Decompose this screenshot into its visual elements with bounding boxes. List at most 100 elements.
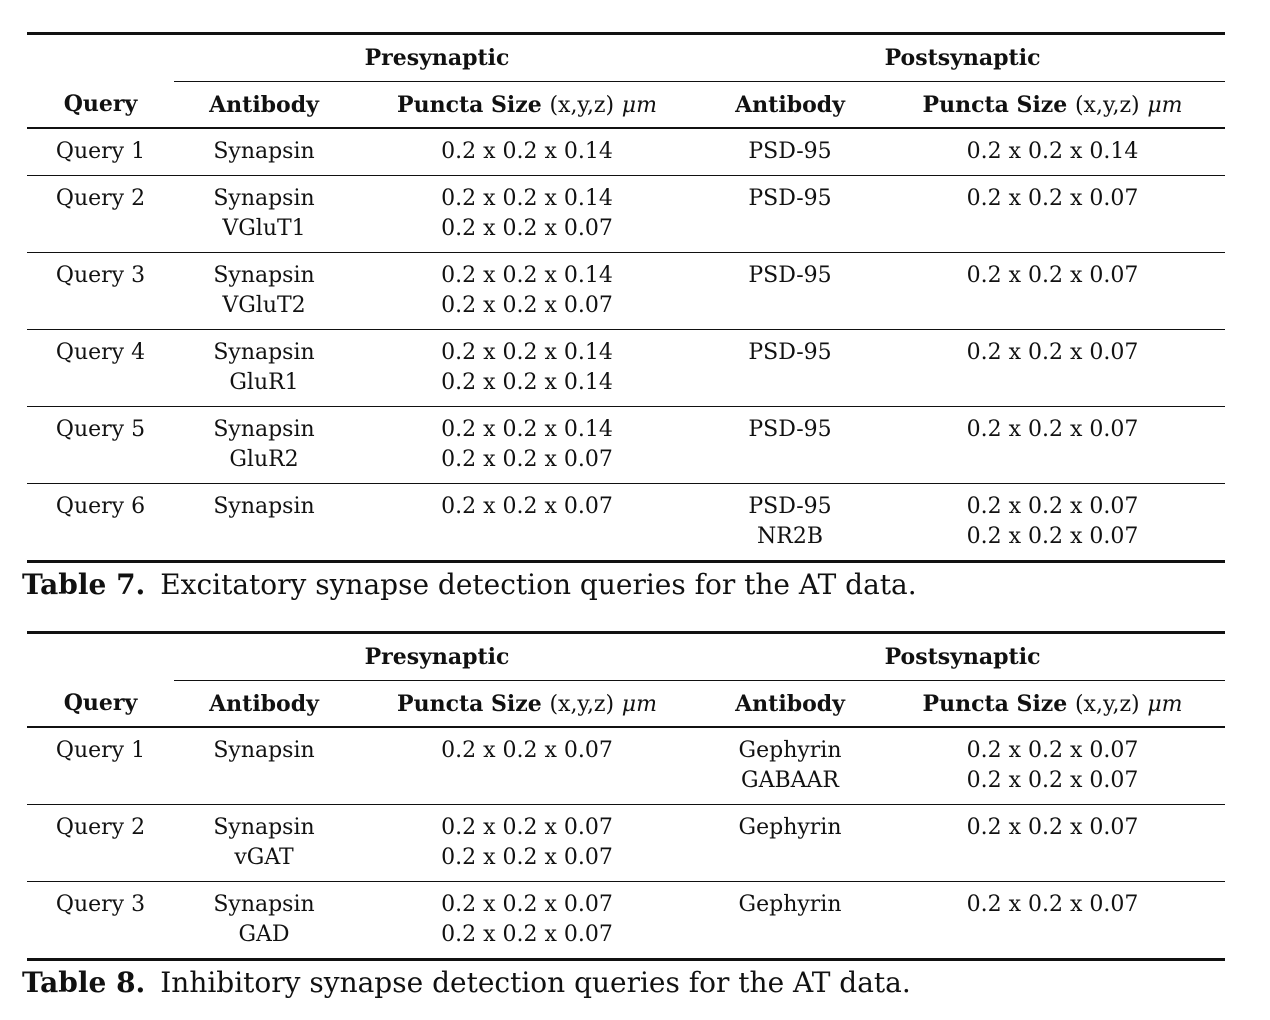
row-pre-antibody-line: Synapsin: [213, 340, 315, 365]
row-pre-puncta-size-line: 0.2 x 0.2 x 0.07: [441, 216, 613, 241]
row-pre-antibody: Synapsin: [174, 727, 354, 805]
row-pre-puncta-size: 0.2 x 0.2 x 0.14: [354, 128, 701, 176]
row-pre-puncta-size: 0.2 x 0.2 x 0.14 0.2 x 0.2 x 0.14: [354, 329, 701, 407]
puncta-size-label: Puncta Size: [922, 690, 1068, 717]
puncta-size-unit: μm: [1147, 92, 1183, 118]
row-query: Query 6: [27, 483, 174, 563]
row-pre-antibody: Synapsin VGluT1: [174, 175, 354, 253]
row-post-antibody-line: PSD-95: [748, 417, 832, 442]
table-row: Query 3 Synapsin GAD 0.2 x 0.2 x 0.07 0.2 x …: [27, 881, 1226, 961]
row-pre-antibody: Synapsin GluR2: [174, 406, 354, 484]
row-pre-puncta-size: 0.2 x 0.2 x 0.07: [354, 483, 701, 563]
column-header-post-puncta-size: Puncta Size (x,y,z) μm: [880, 680, 1226, 728]
group-header-row: Presynaptic Postsynaptic: [27, 631, 1226, 681]
group-header-row: Presynaptic Postsynaptic: [27, 32, 1226, 82]
row-pre-antibody: Synapsin VGluT2: [174, 252, 354, 330]
row-post-puncta-size-line: 0.2 x 0.2 x 0.07: [966, 524, 1139, 549]
row-post-antibody: PSD-95: [700, 406, 881, 484]
row-pre-antibody-line: GluR2: [229, 447, 299, 472]
column-header-row: Query Antibody Puncta Size (x,y,z) μm An…: [27, 680, 1226, 728]
table-7-block: Presynaptic Postsynaptic Query Antibody …: [22, 32, 1226, 603]
row-query-text: Query 3: [55, 892, 146, 917]
row-post-antibody: Gephyrin: [700, 881, 881, 961]
row-post-puncta-size: 0.2 x 0.2 x 0.07: [880, 881, 1226, 961]
row-pre-puncta-size: 0.2 x 0.2 x 0.14 0.2 x 0.2 x 0.07: [354, 406, 701, 484]
column-header-pre-antibody: Antibody: [174, 81, 354, 129]
row-query: Query 1: [27, 128, 174, 176]
row-post-antibody-line: PSD-95: [748, 186, 832, 211]
row-post-puncta-size-line: 0.2 x 0.2 x 0.07: [966, 340, 1139, 365]
row-pre-antibody-line: VGluT1: [222, 216, 306, 241]
row-pre-puncta-size-line: 0.2 x 0.2 x 0.14: [441, 263, 613, 288]
row-query-text: Query 6: [55, 494, 146, 519]
row-pre-antibody-line: Synapsin: [213, 186, 315, 211]
row-pre-puncta-size: 0.2 x 0.2 x 0.07 0.2 x 0.2 x 0.07: [354, 804, 701, 882]
row-pre-antibody-line: GluR1: [229, 370, 299, 395]
row-pre-puncta-size-line: 0.2 x 0.2 x 0.14: [441, 370, 613, 395]
row-post-puncta-size: 0.2 x 0.2 x 0.07: [880, 175, 1226, 253]
group-header-postsynaptic: Postsynaptic: [700, 32, 1226, 82]
row-post-antibody-line: PSD-95: [748, 340, 832, 365]
row-post-antibody: PSD-95: [700, 329, 881, 407]
row-query-text: Query 4: [55, 340, 146, 365]
caption-text: Excitatory synapse detection queries for…: [160, 568, 917, 601]
row-pre-puncta-size: 0.2 x 0.2 x 0.07 0.2 x 0.2 x 0.07: [354, 881, 701, 961]
row-post-antibody-line: Gephyrin: [738, 815, 842, 840]
caption-text: Inhibitory synapse detection queries for…: [160, 966, 911, 999]
puncta-size-label: Puncta Size: [922, 91, 1068, 118]
row-query-text: Query 2: [55, 815, 146, 840]
group-header-postsynaptic: Postsynaptic: [700, 631, 1226, 681]
table-row: Query 1 Synapsin 0.2 x 0.2 x 0.14 PSD-95 0.2…: [27, 128, 1226, 176]
row-post-puncta-size-line: 0.2 x 0.2 x 0.07: [966, 768, 1139, 793]
column-header-query: Query: [27, 680, 174, 728]
row-post-antibody-line: NR2B: [757, 524, 823, 549]
row-pre-antibody-line: Synapsin: [213, 815, 315, 840]
table-row: Query 2 Synapsin VGluT1 0.2 x 0.2 x 0.14 0.2…: [27, 175, 1226, 253]
row-pre-puncta-size-line: 0.2 x 0.2 x 0.07: [441, 845, 613, 870]
group-header-presynaptic: Presynaptic: [174, 32, 701, 82]
puncta-size-label: Puncta Size: [397, 91, 542, 118]
row-post-puncta-size: 0.2 x 0.2 x 0.07: [880, 252, 1226, 330]
row-pre-antibody-line: vGAT: [234, 845, 294, 870]
row-pre-puncta-size-line: 0.2 x 0.2 x 0.14: [441, 139, 613, 164]
row-post-puncta-size-line: 0.2 x 0.2 x 0.07: [966, 738, 1139, 763]
row-pre-puncta-size-line: 0.2 x 0.2 x 0.07: [441, 494, 613, 519]
row-query-text: Query 3: [55, 263, 146, 288]
row-post-antibody-line: PSD-95: [748, 263, 832, 288]
row-post-puncta-size: 0.2 x 0.2 x 0.14: [880, 128, 1226, 176]
caption-label: Table 7.: [22, 568, 146, 601]
row-pre-puncta-size-line: 0.2 x 0.2 x 0.07: [441, 922, 613, 947]
row-pre-antibody-line: Synapsin: [213, 263, 315, 288]
puncta-size-axes: (x,y,z): [549, 92, 615, 118]
query-table: Presynaptic Postsynaptic Query Antibody …: [27, 32, 1226, 563]
row-pre-antibody: Synapsin vGAT: [174, 804, 354, 882]
column-header-pre-antibody: Antibody: [174, 680, 354, 728]
row-post-antibody-line: Gephyrin: [738, 892, 842, 917]
table-body: Query 1 Synapsin 0.2 x 0.2 x 0.14 PSD-95 0.2…: [27, 128, 1226, 563]
row-query: Query 4: [27, 329, 174, 407]
group-header-presynaptic: Presynaptic: [174, 631, 701, 681]
row-pre-puncta-size: 0.2 x 0.2 x 0.07: [354, 727, 701, 805]
row-query: Query 2: [27, 804, 174, 882]
puncta-size-unit: μm: [621, 691, 657, 717]
row-pre-antibody-line: Synapsin: [213, 738, 315, 763]
row-pre-puncta-size: 0.2 x 0.2 x 0.14 0.2 x 0.2 x 0.07: [354, 175, 701, 253]
row-pre-puncta-size: 0.2 x 0.2 x 0.14 0.2 x 0.2 x 0.07: [354, 252, 701, 330]
row-pre-antibody-line: VGluT2: [222, 293, 306, 318]
row-query: Query 2: [27, 175, 174, 253]
column-header-pre-puncta-size: Puncta Size (x,y,z) μm: [354, 680, 701, 728]
row-pre-puncta-size-line: 0.2 x 0.2 x 0.07: [441, 738, 613, 763]
row-post-puncta-size: 0.2 x 0.2 x 0.07: [880, 406, 1226, 484]
row-post-antibody-line: PSD-95: [748, 139, 832, 164]
table-row: Query 6 Synapsin 0.2 x 0.2 x 0.07 PSD-95 NR2…: [27, 483, 1226, 563]
table-row: Query 1 Synapsin 0.2 x 0.2 x 0.07 Gephyrin G…: [27, 727, 1226, 805]
row-query: Query 3: [27, 881, 174, 961]
row-post-antibody: PSD-95: [700, 128, 881, 176]
puncta-size-axes: (x,y,z): [549, 691, 615, 717]
puncta-size-unit: μm: [621, 92, 657, 118]
query-table: Presynaptic Postsynaptic Query Antibody …: [27, 631, 1226, 961]
row-post-puncta-size-line: 0.2 x 0.2 x 0.07: [966, 186, 1139, 211]
column-header-post-puncta-size: Puncta Size (x,y,z) μm: [880, 81, 1226, 129]
row-pre-antibody-line: Synapsin: [213, 139, 315, 164]
row-post-puncta-size: 0.2 x 0.2 x 0.07 0.2 x 0.2 x 0.07: [880, 727, 1226, 805]
